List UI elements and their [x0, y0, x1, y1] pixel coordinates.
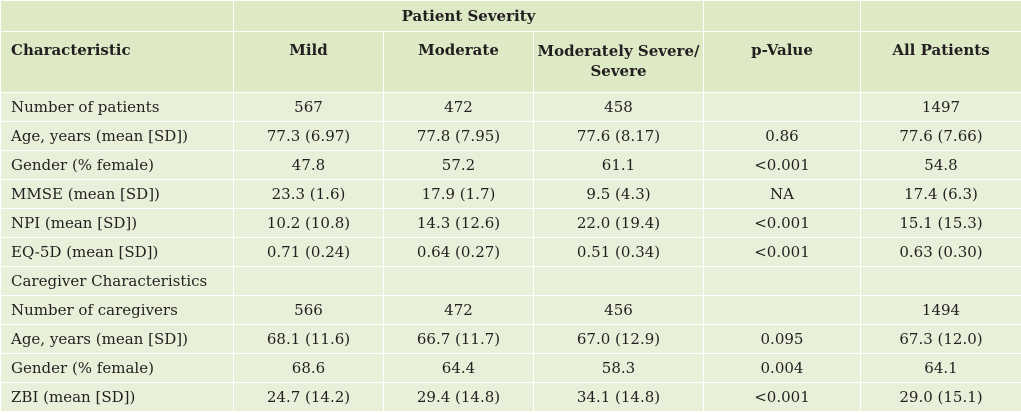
table-cell: 17.4 (6.3) [860, 179, 1021, 209]
table-cell: 34.1 (14.8) [533, 382, 704, 412]
row-label-cell: Gender (% female) [0, 150, 234, 180]
column-header-moderate: Moderate [383, 31, 534, 93]
table-cell: 77.8 (7.95) [383, 121, 534, 151]
table-cell: 9.5 (4.3) [533, 179, 704, 209]
table-cell: 54.8 [860, 150, 1021, 180]
table-row: Number of caregivers 566 472 456 1494 [0, 295, 1021, 325]
table-row: Age, years (mean [SD]) 68.1 (11.6) 66.7 (1… [0, 324, 1021, 354]
row-label-cell: Number of caregivers [0, 295, 234, 325]
group-header-row: Patient Severity [0, 0, 1021, 32]
table-cell: 77.3 (6.97) [233, 121, 384, 151]
table-cell [703, 295, 861, 325]
table-cell: 29.4 (14.8) [383, 382, 534, 412]
table-cell: 22.0 (19.4) [533, 208, 704, 238]
table-cell: 566 [233, 295, 384, 325]
table-cell [533, 266, 704, 296]
table-cell: <0.001 [703, 208, 861, 238]
table-cell: 0.095 [703, 324, 861, 354]
table-cell [860, 266, 1021, 296]
table-cell: 66.7 (11.7) [383, 324, 534, 354]
table-cell: 67.0 (12.9) [533, 324, 704, 354]
table-cell: <0.001 [703, 237, 861, 267]
table-cell: 77.6 (7.66) [860, 121, 1021, 151]
table-cell: 0.004 [703, 353, 861, 383]
table-cell [233, 266, 384, 296]
table-cell: 0.63 (0.30) [860, 237, 1021, 267]
header-spacer-cell [703, 0, 861, 32]
patient-severity-header: Patient Severity [233, 0, 704, 32]
row-label-cell: Age, years (mean [SD]) [0, 121, 234, 151]
column-header-p-value: p-Value [703, 31, 861, 93]
table-cell: 68.1 (11.6) [233, 324, 384, 354]
table-cell: 0.71 (0.24) [233, 237, 384, 267]
table-cell: 0.51 (0.34) [533, 237, 704, 267]
row-label-cell: Number of patients [0, 92, 234, 122]
header-spacer-cell [0, 0, 234, 32]
table-cell: 1494 [860, 295, 1021, 325]
row-label-cell: MMSE (mean [SD]) [0, 179, 234, 209]
table-cell: 64.1 [860, 353, 1021, 383]
column-header-moderately-severe: Moderately Severe/ Severe [533, 31, 704, 93]
row-label-cell: Gender (% female) [0, 353, 234, 383]
table-cell: 0.86 [703, 121, 861, 151]
table-row: Gender (% female) 47.8 57.2 61.1 <0.001 54.8 [0, 150, 1021, 180]
row-label-cell: ZBI (mean [SD]) [0, 382, 234, 412]
table-cell: 29.0 (15.1) [860, 382, 1021, 412]
table-cell: 456 [533, 295, 704, 325]
row-label-cell: Age, years (mean [SD]) [0, 324, 234, 354]
table-cell: 472 [383, 295, 534, 325]
table-cell: <0.001 [703, 150, 861, 180]
column-header-characteristic: Characteristic [0, 31, 234, 93]
column-header-mild: Mild [233, 31, 384, 93]
table-cell: 64.4 [383, 353, 534, 383]
table-row: MMSE (mean [SD]) 23.3 (1.6) 17.9 (1.7) 9.5 … [0, 179, 1021, 209]
header-spacer-cell [860, 0, 1021, 32]
table-cell: 23.3 (1.6) [233, 179, 384, 209]
table-cell: 1497 [860, 92, 1021, 122]
table-row: Age, years (mean [SD]) 77.3 (6.97) 77.8 (7… [0, 121, 1021, 151]
column-header-row: Characteristic Mild Moderate Moderately … [0, 31, 1021, 93]
table-cell: 77.6 (8.17) [533, 121, 704, 151]
column-header-all-patients: All Patients [860, 31, 1021, 93]
table-cell [383, 266, 534, 296]
table-cell: 67.3 (12.0) [860, 324, 1021, 354]
table-cell: 24.7 (14.2) [233, 382, 384, 412]
table-cell: 458 [533, 92, 704, 122]
table-cell: 567 [233, 92, 384, 122]
table-row: Caregiver Characteristics [0, 266, 1021, 296]
table-cell: 57.2 [383, 150, 534, 180]
row-label-cell: EQ-5D (mean [SD]) [0, 237, 234, 267]
table-cell: 472 [383, 92, 534, 122]
table-cell: <0.001 [703, 382, 861, 412]
table-cell: 15.1 (15.3) [860, 208, 1021, 238]
table-row: EQ-5D (mean [SD]) 0.71 (0.24) 0.64 (0.27) 0… [0, 237, 1021, 267]
table-cell: 68.6 [233, 353, 384, 383]
table-cell: 17.9 (1.7) [383, 179, 534, 209]
table-cell: 61.1 [533, 150, 704, 180]
table-row: Number of patients 567 472 458 1497 [0, 92, 1021, 122]
table-cell: 14.3 (12.6) [383, 208, 534, 238]
table-cell [703, 266, 861, 296]
table-row: ZBI (mean [SD]) 24.7 (14.2) 29.4 (14.8) 34.… [0, 382, 1021, 412]
table-cell: 0.64 (0.27) [383, 237, 534, 267]
row-label-cell: Caregiver Characteristics [0, 266, 234, 296]
table-cell [703, 92, 861, 122]
table-row: NPI (mean [SD]) 10.2 (10.8) 14.3 (12.6) 22.… [0, 208, 1021, 238]
row-label-cell: NPI (mean [SD]) [0, 208, 234, 238]
table-cell: 47.8 [233, 150, 384, 180]
table-cell: NA [703, 179, 861, 209]
table-row: Gender (% female) 68.6 64.4 58.3 0.004 64.1 [0, 353, 1021, 383]
table-cell: 58.3 [533, 353, 704, 383]
table-cell: 10.2 (10.8) [233, 208, 384, 238]
